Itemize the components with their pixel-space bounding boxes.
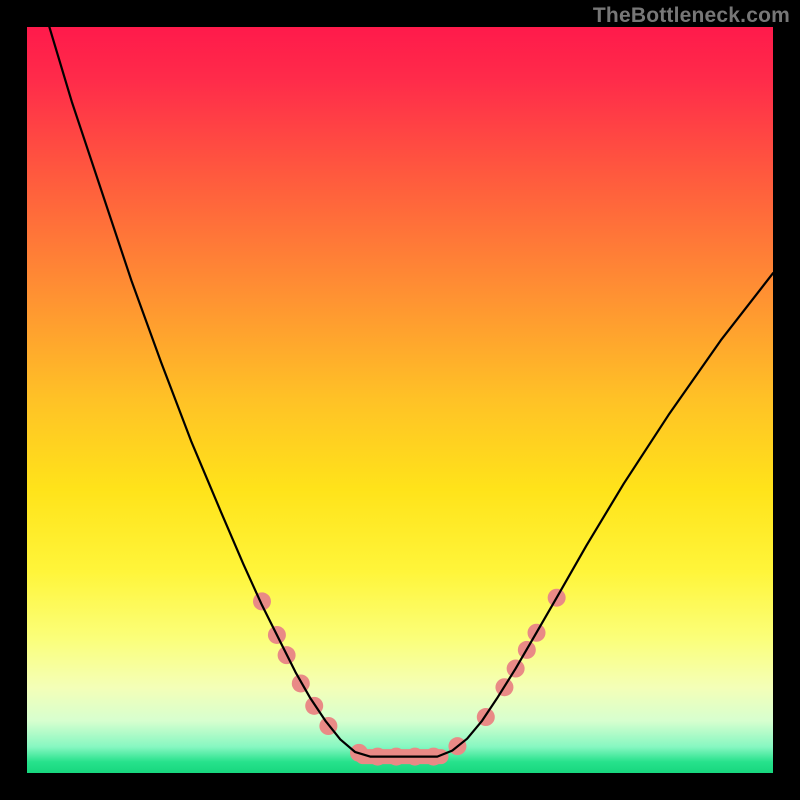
chart-frame: TheBottleneck.com bbox=[0, 0, 800, 800]
chart-svg bbox=[27, 27, 773, 773]
plot-area bbox=[27, 27, 773, 773]
gradient-background bbox=[27, 27, 773, 773]
data-marker bbox=[253, 592, 271, 610]
watermark-text: TheBottleneck.com bbox=[593, 4, 790, 28]
